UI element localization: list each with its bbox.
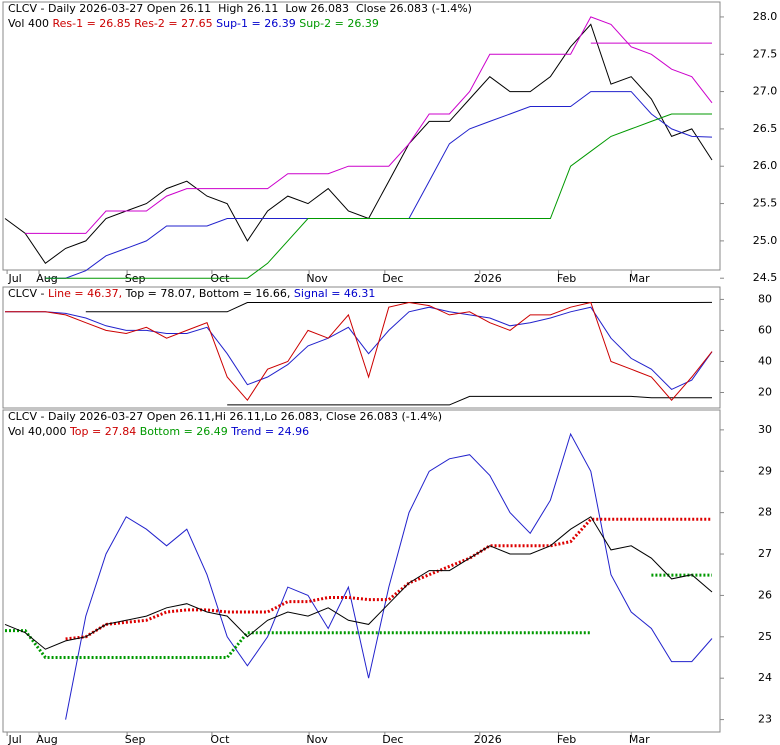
header-item: Bottom = 16.66, bbox=[199, 287, 291, 300]
x-tick-label: Jul bbox=[7, 272, 21, 285]
header-item: Sup-1 = 26.39 bbox=[216, 17, 296, 30]
y-tick-label: 27.0 bbox=[753, 85, 778, 98]
y-tick-label: 25.5 bbox=[753, 197, 778, 210]
x-tick-label: Feb bbox=[557, 272, 576, 285]
oscillator-panel-frame bbox=[2, 286, 721, 409]
header-item: Top = 78.07, bbox=[125, 287, 196, 300]
y-tick-label: 26.0 bbox=[753, 159, 778, 172]
header-item: Vol 400 bbox=[8, 17, 49, 30]
x-tick-label: Nov bbox=[306, 733, 328, 745]
y-tick-label: 60 bbox=[758, 323, 772, 336]
header-item: CLCV - Daily 2026-03-27 Open 26.11 High … bbox=[8, 2, 472, 15]
series-line bbox=[227, 395, 712, 406]
header-item: Vol 40,000 bbox=[8, 425, 66, 438]
header-item: Res-1 = 26.85 bbox=[52, 17, 130, 30]
x-tick-label: Oct bbox=[210, 733, 230, 745]
series-line bbox=[5, 629, 591, 659]
header-item: CLCV - Daily 2026-03-27 Open 26.11,Hi 26… bbox=[8, 410, 442, 423]
y-tick-label: 20 bbox=[758, 385, 772, 398]
series-line bbox=[25, 16, 713, 234]
trend-panel-frame bbox=[2, 409, 721, 733]
y-tick-label: 25 bbox=[758, 630, 772, 643]
y-tick-label: 28.0 bbox=[753, 10, 778, 23]
series-line bbox=[45, 113, 712, 279]
x-tick-label: Feb bbox=[557, 733, 576, 745]
y-tick-label: 26 bbox=[758, 588, 772, 601]
y-tick-label: 80 bbox=[758, 292, 772, 305]
header-item: CLCV - bbox=[8, 287, 48, 300]
x-tick-label: Dec bbox=[382, 272, 403, 285]
y-tick-label: 23 bbox=[758, 713, 772, 726]
x-tick-label: Dec bbox=[382, 733, 403, 745]
series-line bbox=[4, 516, 713, 650]
x-tick-label: Sep bbox=[125, 733, 146, 745]
series-line bbox=[65, 432, 713, 720]
header-item: Trend = 24.96 bbox=[230, 425, 309, 438]
x-tick-label: 2026 bbox=[474, 272, 502, 285]
header-item: Signal = 46.31 bbox=[294, 287, 376, 300]
y-tick-label: 26.5 bbox=[753, 122, 778, 135]
x-tick-label: Jul bbox=[7, 733, 21, 745]
y-tick-label: 29 bbox=[758, 464, 772, 477]
x-tick-label: Mar bbox=[629, 733, 650, 745]
x-tick-label: 2026 bbox=[474, 733, 502, 745]
y-tick-label: 24 bbox=[758, 671, 772, 684]
y-tick-label: 24.5 bbox=[753, 271, 778, 284]
header-line: CLCV - Line = 46.37, Top = 78.07, Bottom… bbox=[8, 287, 375, 300]
series-line bbox=[65, 517, 712, 641]
header-line: CLCV - Daily 2026-03-27 Open 26.11,Hi 26… bbox=[8, 410, 442, 423]
y-tick-label: 27 bbox=[758, 547, 772, 560]
x-tick-label: Nov bbox=[306, 272, 328, 285]
header-item: Top = 27.84 bbox=[69, 425, 136, 438]
header-line: CLCV - Daily 2026-03-27 Open 26.11 High … bbox=[8, 2, 472, 15]
y-tick-label: 28 bbox=[758, 506, 772, 519]
series-line bbox=[4, 23, 713, 265]
y-tick-label: 40 bbox=[758, 354, 772, 367]
y-tick-label: 30 bbox=[758, 423, 772, 436]
header-line: Vol 40,000 Top = 27.84 Bottom = 26.49 Tr… bbox=[8, 425, 309, 438]
price-panel-frame bbox=[2, 1, 721, 271]
x-tick-label: Aug bbox=[36, 733, 57, 745]
header-item: Bottom = 26.49 bbox=[140, 425, 228, 438]
y-tick-label: 27.5 bbox=[753, 47, 778, 60]
series-line bbox=[85, 301, 713, 313]
header-item: Res-2 = 27.65 bbox=[134, 17, 212, 30]
header-line: Vol 400 Res-1 = 26.85 Res-2 = 27.65 Sup-… bbox=[8, 17, 379, 30]
x-tick-label: Mar bbox=[629, 272, 650, 285]
header-item: Sup-2 = 26.39 bbox=[299, 17, 379, 30]
header-item: Line = 46.37, bbox=[48, 287, 122, 300]
series-line bbox=[5, 301, 713, 402]
y-tick-label: 25.0 bbox=[753, 234, 778, 247]
